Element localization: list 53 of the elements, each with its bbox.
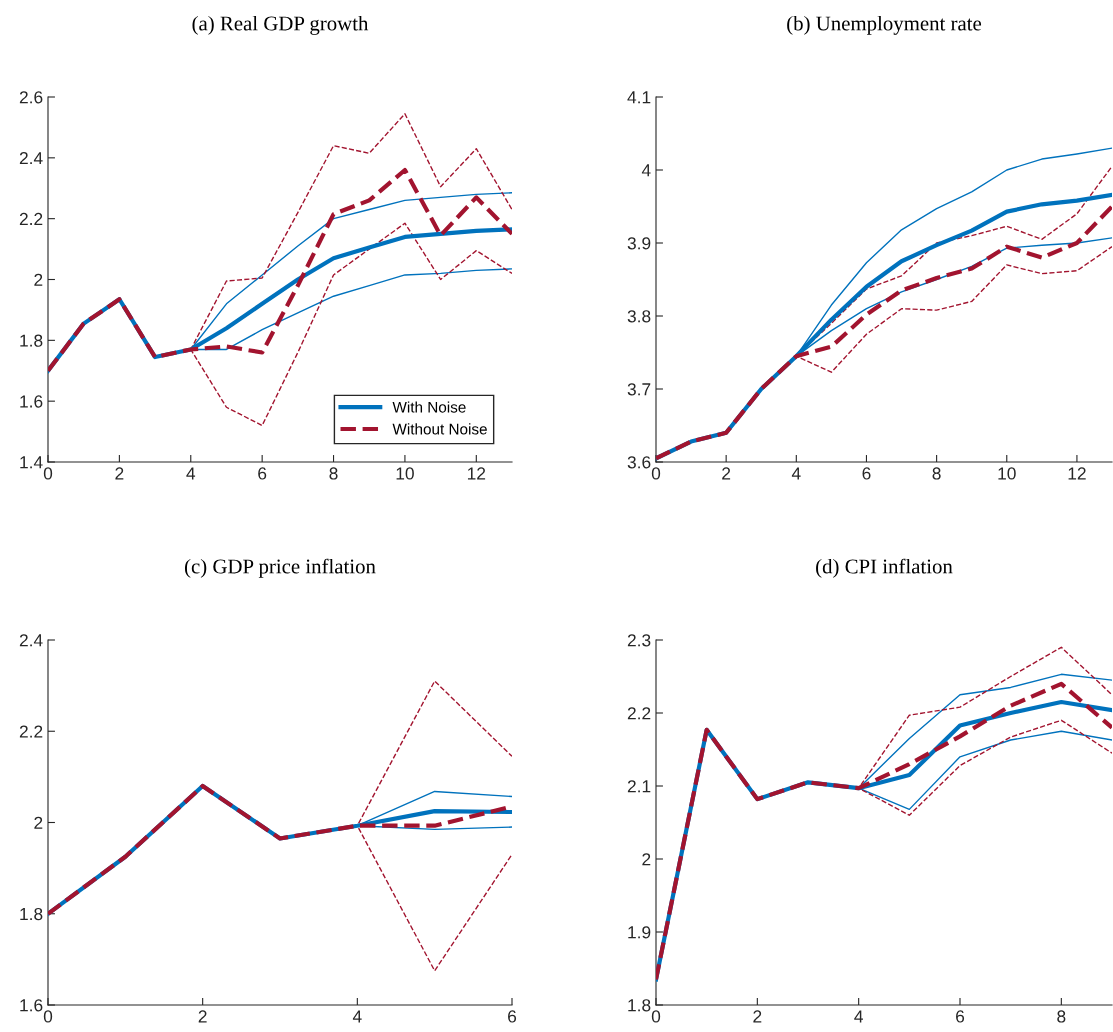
x-tick-label: 2: [722, 467, 731, 480]
y-tick-label: 4: [641, 164, 651, 177]
x-tick-label: 12: [1068, 467, 1086, 480]
y-tick-label: 3.8: [627, 310, 651, 323]
x-tick-label: 10: [998, 467, 1016, 480]
chart-title: (c) GDP price inflation: [184, 558, 376, 578]
y-tick-label: 1.8: [20, 907, 43, 921]
y-tick-label: 4.1: [627, 91, 651, 104]
x-tick-label: 8: [932, 467, 941, 480]
y-tick-label: 1.6: [20, 395, 43, 408]
y-tick-label: 1.6: [20, 999, 43, 1012]
legend-label: With Noise: [392, 401, 466, 413]
chart-title: (b) Unemployment rate: [787, 15, 982, 35]
y-tick-label: 3.7: [627, 383, 651, 396]
x-tick-label: 2: [115, 467, 124, 480]
y-tick-label: 3.6: [627, 456, 651, 469]
y-tick-label: 1.8: [628, 999, 651, 1012]
x-tick-label: 6: [956, 1010, 965, 1023]
y-tick-label: 1.4: [20, 456, 43, 469]
y-tick-label: 2.4: [19, 152, 43, 165]
x-tick-label: 12: [467, 467, 486, 480]
y-tick-label: 2.6: [19, 91, 43, 104]
y-tick-label: 3.9: [627, 237, 651, 250]
chart-title: (d) CPI inflation: [816, 558, 953, 578]
x-tick-label: 4: [352, 1010, 362, 1023]
y-tick-label: 2.1: [627, 780, 651, 793]
x-tick-label: 0: [651, 467, 661, 480]
y-tick-label: 2: [642, 853, 651, 866]
x-tick-label: 2: [198, 1010, 207, 1023]
x-tick-label: 10: [396, 467, 414, 480]
y-tick-label: 1.8: [20, 334, 43, 347]
y-tick-label: 2.2: [627, 707, 651, 720]
y-tick-label: 2.4: [19, 634, 43, 647]
y-tick-label: 2.2: [19, 725, 43, 738]
y-tick-label: 2: [34, 816, 43, 829]
legend-label: Without Noise: [392, 423, 487, 435]
x-tick-label: 6: [508, 1010, 517, 1023]
y-tick-label: 2.2: [19, 212, 43, 225]
chart-title: (a) Real GDP growth: [192, 15, 369, 35]
x-tick-label: 6: [862, 467, 871, 480]
y-tick-label: 2.3: [627, 634, 651, 647]
x-tick-label: 0: [651, 1010, 661, 1023]
x-tick-label: 4: [791, 467, 801, 480]
y-tick-label: 1.9: [628, 926, 651, 939]
x-tick-label: 4: [186, 467, 196, 480]
x-tick-label: 6: [258, 467, 267, 480]
y-tick-label: 2: [34, 273, 43, 286]
x-tick-label: 0: [43, 1010, 53, 1023]
x-tick-label: 0: [43, 467, 53, 480]
x-tick-label: 2: [753, 1010, 762, 1023]
x-tick-label: 8: [329, 467, 338, 480]
x-tick-label: 8: [1057, 1010, 1066, 1023]
x-tick-label: 4: [854, 1010, 863, 1023]
